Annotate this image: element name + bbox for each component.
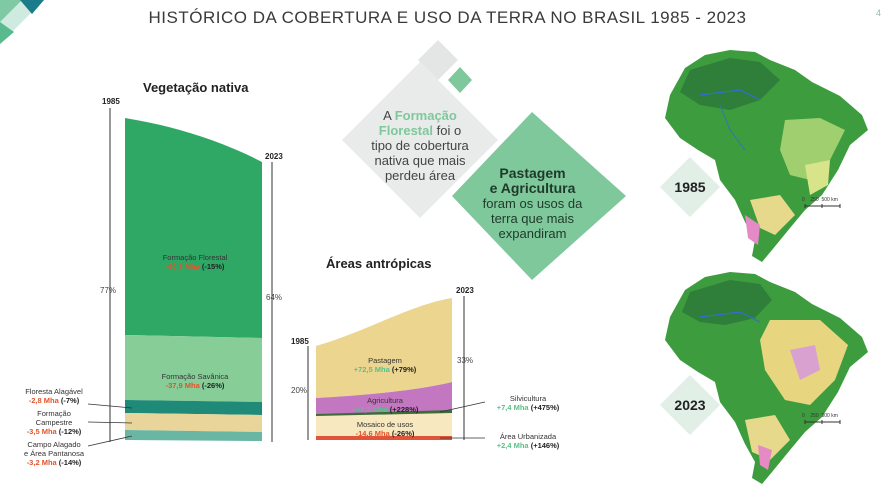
badge-1985-diamond bbox=[660, 157, 720, 217]
wetland-area bbox=[125, 430, 262, 441]
flooded-forest-label: Floresta Alagável -2,8 Mha (-7%) bbox=[25, 387, 83, 405]
grassland-label: Formação Campestre -3,5 Mha (-12%) bbox=[26, 409, 82, 436]
wetland-label: Campo Alagado e Área Pantanosa -3,2 Mha … bbox=[23, 440, 85, 467]
page-title: HISTÓRICO DA COBERTURA E USO DA TERRA NO… bbox=[148, 8, 747, 27]
native-year-start: 1985 bbox=[102, 97, 120, 106]
agriculture-label: Agricultura +42,3 Mha (+228%) bbox=[351, 396, 419, 414]
scale-1985-labels: 0 250 500 km bbox=[802, 197, 838, 203]
agriculture-area bbox=[316, 382, 452, 414]
native-heading: Vegetação nativa bbox=[143, 80, 249, 95]
corner-decoration bbox=[0, 0, 44, 44]
anthropic-pct-1985: 20% bbox=[291, 386, 308, 395]
scale-bar-2023 bbox=[804, 420, 841, 424]
callout-pasture-text: Pastagem e Agricultura foram os usos da … bbox=[482, 165, 583, 242]
anthropic-heading: Áreas antrópicas bbox=[326, 256, 432, 271]
flooded-forest-area bbox=[125, 400, 262, 415]
pasture-area bbox=[316, 298, 452, 398]
map-1985-year: 1985 bbox=[674, 179, 706, 195]
pasture-label: Pastagem +72,5 Mha (+79%) bbox=[353, 356, 417, 374]
badge-2023-diamond bbox=[660, 375, 720, 435]
scale-bar-1985 bbox=[804, 204, 841, 208]
forest-label: Formação Florestal -60,8 Mha (-15%) bbox=[162, 253, 228, 271]
anthropic-pct-2023: 33% bbox=[457, 356, 474, 365]
callout-forest-text: A Formação Florestal foi o tipo de cober… bbox=[371, 108, 469, 183]
urban-area bbox=[316, 436, 452, 440]
native-pct-1985: 77% bbox=[100, 286, 117, 295]
diamond-forest bbox=[342, 62, 498, 218]
urban-label: Área Urbanizada +2,4 Mha (+146%) bbox=[496, 432, 560, 450]
silviculture-label: Silvicultura +7,4 Mha (+475%) bbox=[496, 394, 560, 412]
anthropic-year-start: 1985 bbox=[291, 337, 309, 346]
grassland-area bbox=[125, 413, 262, 432]
savanna-area bbox=[125, 335, 262, 402]
scale-2023-labels: 0 250 500 km bbox=[802, 413, 838, 419]
anthropic-year-end: 2023 bbox=[456, 286, 474, 295]
map-brazil-2023 bbox=[665, 272, 868, 484]
native-pct-2023: 64% bbox=[266, 293, 283, 302]
map-brazil-1985 bbox=[665, 50, 868, 262]
mosaic-area bbox=[316, 412, 452, 436]
mosaic-label: Mosaico de usos -14,6 Mha (-26%) bbox=[355, 420, 415, 438]
small-diamond-green bbox=[448, 67, 472, 93]
silviculture-area bbox=[316, 410, 452, 416]
native-year-end: 2023 bbox=[265, 152, 283, 161]
diamond-pasture bbox=[452, 112, 626, 280]
map-2023-year: 2023 bbox=[674, 397, 706, 413]
savanna-label: Formação Savânica -37,9 Mha (-26%) bbox=[161, 372, 229, 390]
page-number: 4 bbox=[875, 8, 881, 18]
forest-area bbox=[125, 118, 262, 338]
